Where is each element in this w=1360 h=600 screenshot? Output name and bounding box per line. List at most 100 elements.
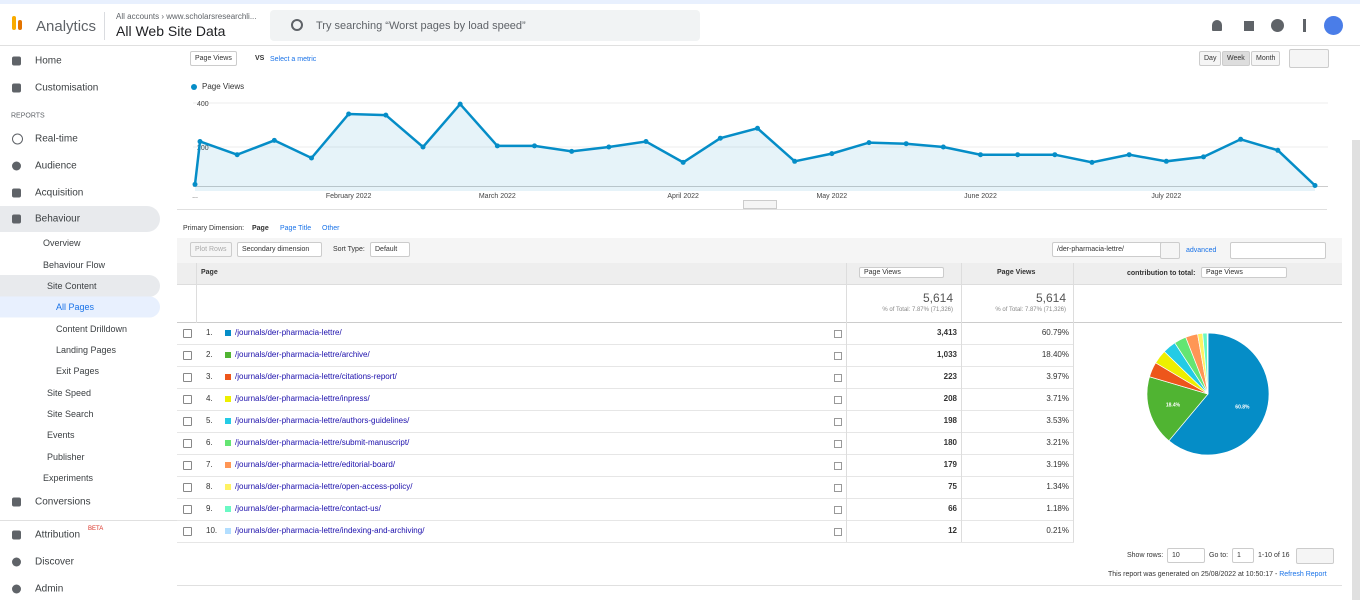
row-checkbox[interactable] bbox=[183, 417, 192, 426]
view-toggle[interactable] bbox=[1230, 242, 1326, 259]
table-row bbox=[177, 521, 1074, 543]
nav-item[interactable]: Behaviour Flow bbox=[43, 260, 106, 270]
secondary-dimension[interactable]: Secondary dimension bbox=[237, 242, 323, 257]
col-line bbox=[961, 263, 962, 542]
row-page[interactable]: /journals/der-pharmacia-lettre/contact-u… bbox=[235, 504, 381, 513]
nav-item[interactable]: Site Speed bbox=[47, 388, 92, 398]
row-index: 2. bbox=[206, 350, 213, 359]
nav-item[interactable]: Publisher bbox=[47, 452, 85, 462]
nav-item[interactable]: Overview bbox=[43, 238, 81, 248]
nav-highlight bbox=[0, 275, 160, 297]
nav-item[interactable]: Content Drilldown bbox=[56, 324, 128, 334]
help[interactable] bbox=[1271, 19, 1284, 32]
nav-item[interactable]: Acquisition bbox=[35, 187, 84, 199]
row-page[interactable]: /journals/der-pharmacia-lettre/submit-ma… bbox=[235, 438, 410, 447]
row-link-icon bbox=[834, 330, 842, 338]
chart-type[interactable] bbox=[1289, 49, 1329, 68]
goto-input[interactable]: 1 bbox=[1232, 548, 1254, 563]
sort-type[interactable]: Default bbox=[370, 242, 411, 257]
search-box[interactable] bbox=[270, 10, 700, 41]
nav-item[interactable]: Events bbox=[47, 430, 75, 440]
row-checkbox[interactable] bbox=[183, 461, 192, 470]
nav-item[interactable]: Audience bbox=[35, 160, 77, 172]
nav-item[interactable]: All Pages bbox=[56, 302, 95, 312]
point bbox=[1163, 158, 1169, 164]
rows-select[interactable]: 10 bbox=[1167, 548, 1205, 563]
row-page[interactable]: /journals/der-pharmacia-lettre/authors-g… bbox=[235, 416, 410, 425]
row-color bbox=[225, 352, 231, 358]
row-page[interactable]: /journals/der-pharmacia-lettre/inpress/ bbox=[235, 394, 370, 403]
nav-item[interactable]: Landing Pages bbox=[56, 345, 117, 355]
row-checkbox[interactable] bbox=[183, 329, 192, 338]
nav-item[interactable]: Attribution bbox=[35, 529, 81, 541]
metric-select[interactable]: Page Views bbox=[190, 51, 237, 66]
plot-rows[interactable]: Plot Rows bbox=[190, 242, 232, 257]
column-header: Page Views bbox=[997, 269, 1036, 276]
refresh[interactable]: Refresh Report bbox=[1279, 571, 1327, 578]
granularity[interactable]: Month bbox=[1251, 51, 1281, 66]
scrollbar bbox=[1352, 140, 1360, 600]
logo bbox=[18, 20, 22, 30]
col-line bbox=[846, 263, 847, 542]
row-page[interactable]: /journals/der-pharmacia-lettre/ bbox=[235, 328, 342, 337]
property[interactable]: All Web Site Data bbox=[116, 23, 226, 39]
nav-item[interactable]: Customisation bbox=[35, 82, 99, 94]
row-index: 7. bbox=[206, 460, 213, 469]
more[interactable] bbox=[1303, 19, 1306, 32]
row-link-icon bbox=[834, 462, 842, 470]
row-checkbox[interactable] bbox=[183, 505, 192, 514]
point bbox=[866, 140, 872, 146]
point bbox=[1089, 159, 1095, 165]
point bbox=[792, 158, 798, 164]
row-page[interactable]: /journals/der-pharmacia-lettre/archive/ bbox=[235, 350, 370, 359]
nav-item[interactable]: Discover bbox=[35, 556, 74, 568]
dimension-option[interactable]: Page bbox=[252, 225, 269, 232]
x-tick-label: July 2022 bbox=[1151, 193, 1181, 200]
dimension-option[interactable]: Page Title bbox=[280, 225, 312, 232]
filter[interactable]: /der-pharmacia-lettre/ bbox=[1052, 242, 1168, 257]
collapse-handle[interactable] bbox=[743, 200, 777, 209]
row-page[interactable]: /journals/der-pharmacia-lettre/editorial… bbox=[235, 460, 396, 469]
advanced[interactable]: advanced bbox=[1186, 247, 1217, 254]
table-row bbox=[177, 367, 1074, 389]
account-path[interactable]: All accounts › www.scholarsresearchli... bbox=[116, 12, 257, 21]
row-page[interactable]: /journals/der-pharmacia-lettre/open-acce… bbox=[235, 482, 413, 491]
nav-item[interactable]: Real-time bbox=[35, 133, 78, 145]
nav-item[interactable]: Site Content bbox=[47, 281, 97, 291]
nav-item[interactable]: Home bbox=[35, 55, 62, 67]
goto: Go to: bbox=[1209, 552, 1229, 559]
filter-search[interactable] bbox=[1160, 242, 1180, 259]
avatar[interactable] bbox=[1324, 16, 1343, 35]
dimension-option[interactable]: Other bbox=[322, 225, 340, 232]
nav-item[interactable]: Conversions bbox=[35, 496, 91, 508]
row-page[interactable]: /journals/der-pharmacia-lettre/citations… bbox=[235, 372, 397, 381]
product: Analytics bbox=[36, 18, 97, 35]
point bbox=[494, 143, 500, 149]
point bbox=[383, 112, 389, 118]
row-checkbox[interactable] bbox=[183, 395, 192, 404]
column-header[interactable]: Page bbox=[201, 269, 218, 276]
row-checkbox[interactable] bbox=[183, 351, 192, 360]
nav-divider bbox=[0, 520, 177, 521]
nav-item[interactable]: Experiments bbox=[43, 473, 94, 483]
nav-item[interactable]: Admin bbox=[35, 583, 64, 595]
pager[interactable] bbox=[1296, 548, 1334, 564]
point bbox=[420, 144, 426, 150]
row-checkbox[interactable] bbox=[183, 373, 192, 382]
granularity[interactable]: Day bbox=[1199, 51, 1222, 66]
generated-note: This report was generated on 25/08/2022 … bbox=[1108, 571, 1327, 578]
nav-item[interactable]: Behaviour bbox=[35, 213, 81, 225]
nav-item[interactable]: Exit Pages bbox=[56, 366, 100, 376]
nav-item[interactable]: Site Search bbox=[47, 409, 94, 419]
point bbox=[197, 139, 203, 144]
contribution-select[interactable]: Page Views bbox=[1201, 267, 1287, 278]
bell[interactable] bbox=[1212, 20, 1222, 31]
apps[interactable] bbox=[1244, 21, 1254, 31]
row-checkbox[interactable] bbox=[183, 527, 192, 536]
row-page[interactable]: /journals/der-pharmacia-lettre/indexing-… bbox=[235, 526, 425, 535]
granularity[interactable]: Week bbox=[1222, 51, 1250, 66]
row-checkbox[interactable] bbox=[183, 439, 192, 448]
column-select[interactable]: Page Views bbox=[859, 267, 944, 278]
select-metric[interactable]: Select a metric bbox=[270, 56, 317, 63]
row-checkbox[interactable] bbox=[183, 483, 192, 492]
